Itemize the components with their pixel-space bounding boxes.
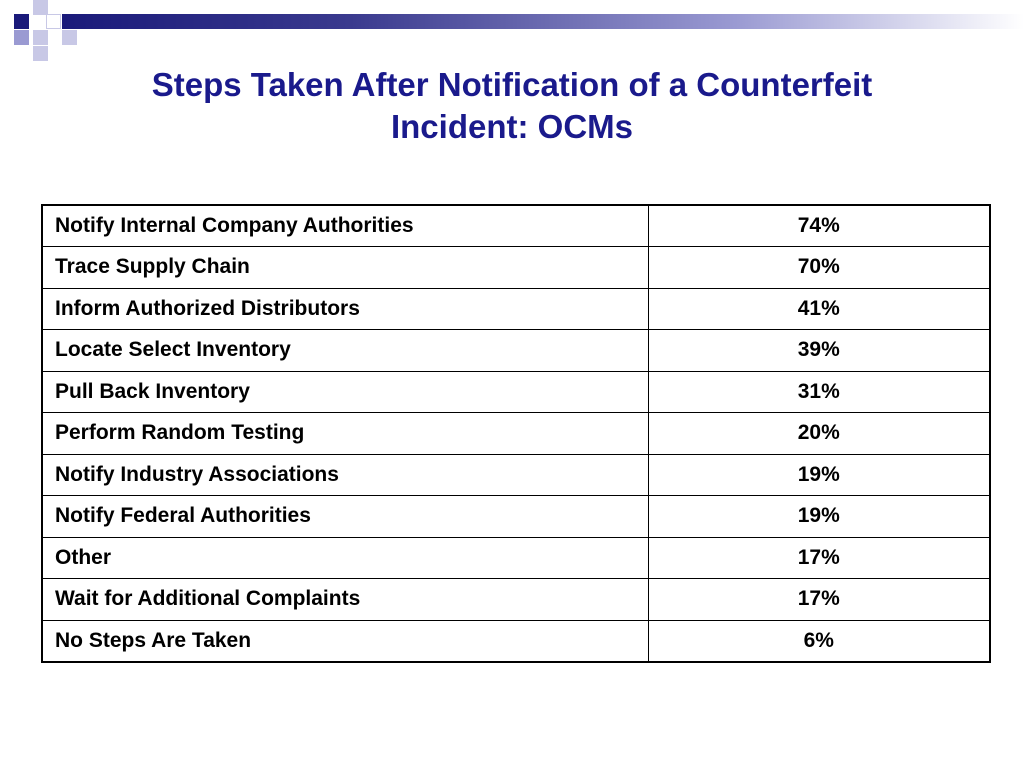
decor-square bbox=[46, 14, 61, 29]
step-cell: No Steps Are Taken bbox=[41, 619, 649, 662]
table-row: Trace Supply Chain 70% bbox=[41, 246, 991, 289]
table-row: Pull Back Inventory 31% bbox=[41, 370, 991, 413]
percent-cell: 74% bbox=[647, 204, 991, 247]
table-row: Other 17% bbox=[41, 536, 991, 579]
decorative-squares bbox=[0, 0, 80, 64]
decor-square bbox=[14, 30, 29, 45]
percent-cell: 31% bbox=[647, 370, 991, 413]
decor-square bbox=[33, 0, 48, 15]
table-row: Notify Industry Associations 19% bbox=[41, 453, 991, 496]
decor-square bbox=[62, 30, 77, 45]
step-cell: Locate Select Inventory bbox=[41, 329, 649, 372]
step-cell: Notify Internal Company Authorities bbox=[41, 204, 649, 247]
percent-cell: 20% bbox=[647, 412, 991, 455]
slide-title-line-2: Incident: OCMs bbox=[390, 108, 633, 145]
table-row: Locate Select Inventory 39% bbox=[41, 329, 991, 372]
table-row: Notify Internal Company Authorities 74% bbox=[41, 204, 991, 247]
step-cell: Wait for Additional Complaints bbox=[41, 578, 649, 621]
step-cell: Notify Federal Authorities bbox=[41, 495, 649, 538]
percent-cell: 39% bbox=[647, 329, 991, 372]
step-cell: Other bbox=[41, 536, 649, 579]
slide-title-line-1: Steps Taken After Notification of a Coun… bbox=[151, 66, 873, 103]
step-cell: Perform Random Testing bbox=[41, 412, 649, 455]
decor-square bbox=[14, 14, 29, 29]
table-row: Inform Authorized Distributors 41% bbox=[41, 287, 991, 330]
table-row: Wait for Additional Complaints 17% bbox=[41, 578, 991, 621]
header-gradient-bar bbox=[62, 14, 1024, 29]
percent-cell: 41% bbox=[647, 287, 991, 330]
percent-cell: 19% bbox=[647, 453, 991, 496]
step-cell: Pull Back Inventory bbox=[41, 370, 649, 413]
percent-cell: 17% bbox=[647, 578, 991, 621]
percent-cell: 17% bbox=[647, 536, 991, 579]
percent-cell: 6% bbox=[647, 619, 991, 662]
table-row: Notify Federal Authorities 19% bbox=[41, 495, 991, 538]
steps-table-body: Notify Internal Company Authorities 74% … bbox=[41, 204, 991, 662]
decor-square bbox=[33, 46, 48, 61]
decor-square bbox=[33, 30, 48, 45]
table-row: Perform Random Testing 20% bbox=[41, 412, 991, 455]
step-cell: Trace Supply Chain bbox=[41, 246, 649, 289]
table-row: No Steps Are Taken 6% bbox=[41, 619, 991, 662]
percent-cell: 19% bbox=[647, 495, 991, 538]
percent-cell: 70% bbox=[647, 246, 991, 289]
steps-table: Notify Internal Company Authorities 74% … bbox=[41, 204, 991, 663]
step-cell: Inform Authorized Distributors bbox=[41, 287, 649, 330]
slide-title: Steps Taken After Notification of a Coun… bbox=[40, 64, 984, 148]
step-cell: Notify Industry Associations bbox=[41, 453, 649, 496]
